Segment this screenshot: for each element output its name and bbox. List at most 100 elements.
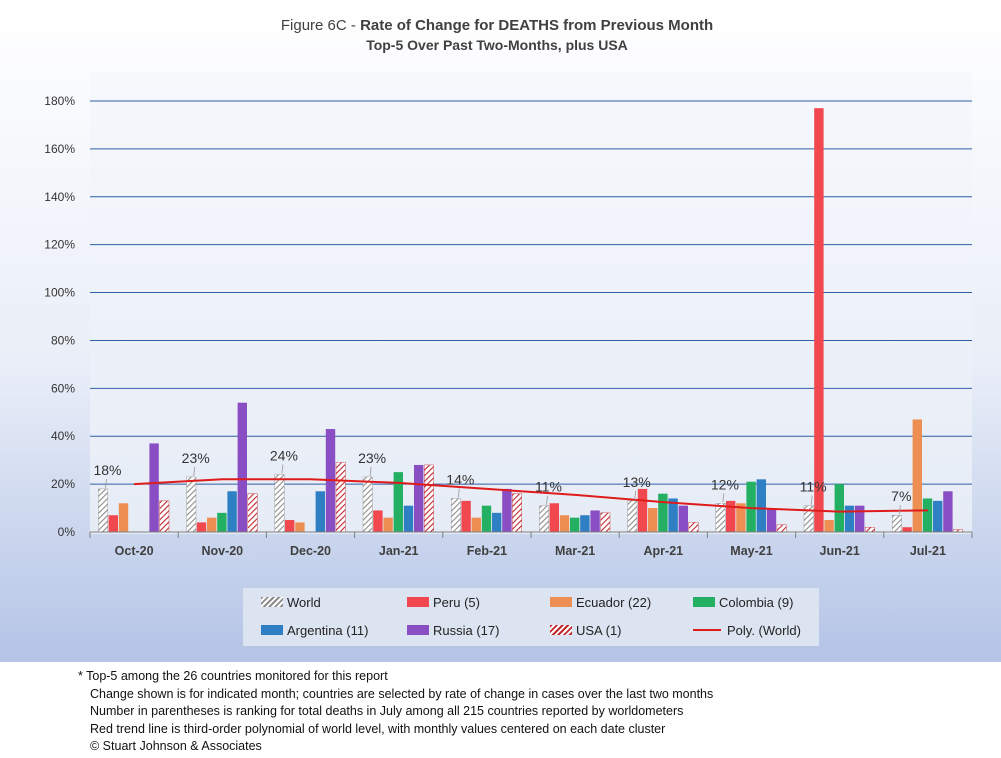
bar xyxy=(207,517,217,532)
world-data-label: 14% xyxy=(446,471,474,487)
world-data-label: 12% xyxy=(711,476,739,492)
world-label-leader xyxy=(810,495,813,505)
bar xyxy=(912,419,922,532)
bar xyxy=(933,500,943,532)
bar xyxy=(715,503,726,533)
bar xyxy=(159,500,170,533)
bar xyxy=(403,505,414,532)
bar xyxy=(481,505,492,532)
bar xyxy=(814,108,824,532)
bar xyxy=(362,476,373,533)
x-tick-label: Nov-20 xyxy=(201,544,243,558)
bar xyxy=(668,498,678,532)
bar xyxy=(766,508,777,532)
x-tick-label: Jun-21 xyxy=(820,544,860,558)
bar xyxy=(393,472,403,532)
world-data-label: 24% xyxy=(270,448,298,464)
bar xyxy=(502,488,512,532)
y-tick-label: 160% xyxy=(44,142,75,156)
chart-title: Figure 6C - Rate of Change for DEATHS fr… xyxy=(281,17,713,34)
world-label-leader xyxy=(193,466,196,476)
bar xyxy=(943,491,953,532)
legend-item-usa: USA (1) xyxy=(550,620,622,640)
bar xyxy=(274,474,285,533)
y-tick-label: 40% xyxy=(51,429,75,443)
legend-swatch xyxy=(261,625,283,635)
bar xyxy=(892,515,902,533)
bar xyxy=(492,512,502,532)
world-data-label: 13% xyxy=(623,474,651,490)
bar xyxy=(383,517,393,532)
legend-swatch xyxy=(693,597,715,607)
bar xyxy=(373,510,383,532)
world-data-label: 23% xyxy=(358,450,386,466)
x-tick-label: Oct-20 xyxy=(115,544,154,558)
bar xyxy=(580,515,590,532)
x-tick-label: Jul-21 xyxy=(910,544,946,558)
bar xyxy=(834,484,844,532)
y-tick-label: 100% xyxy=(44,286,75,300)
bar xyxy=(844,505,855,532)
bar xyxy=(922,498,933,532)
legend-label: World xyxy=(287,594,321,610)
y-tick-label: 80% xyxy=(51,333,75,347)
bar xyxy=(186,476,197,533)
x-tick-label: May-21 xyxy=(730,544,772,558)
chart-svg: 18% 23% 24% 23% 14% 11% 13% 12% 11% 7% 0% 20% 40% 60… xyxy=(0,0,1001,662)
world-label-leader xyxy=(457,488,460,498)
world-data-label: 11% xyxy=(800,479,827,495)
bar xyxy=(549,503,559,532)
chart-subtitle: Top-5 Over Past Two-Months, plus USA xyxy=(366,37,628,53)
x-tick-label: Apr-21 xyxy=(644,544,684,558)
plot-area xyxy=(90,72,972,534)
legend-label: Poly. (World) xyxy=(727,622,801,638)
bar xyxy=(315,491,325,532)
legend-swatch xyxy=(550,625,572,635)
y-tick-label: 20% xyxy=(51,477,75,491)
x-tick-label: Jan-21 xyxy=(379,544,419,558)
axes: 0% 20% 40% 60% 80% 100% 120% 140% 160% 180% Oct-20… xyxy=(44,94,973,558)
y-tick-label: 60% xyxy=(51,381,75,395)
bar xyxy=(237,402,247,532)
bar xyxy=(461,500,471,532)
legend-item-colombia: Colombia (9) xyxy=(693,592,793,612)
world-data-label: 18% xyxy=(93,462,121,478)
x-tick-label: Dec-20 xyxy=(290,544,331,558)
footnote-line: Change shown is for indicated month; cou… xyxy=(90,686,714,701)
bar xyxy=(902,527,912,532)
legend-label: Ecuador (22) xyxy=(576,594,652,610)
bar xyxy=(678,505,688,532)
legend-swatch xyxy=(550,597,572,607)
legend: World Peru (5) Ecuador (22) Colombia (9)… xyxy=(243,588,819,646)
legend-label: Peru (5) xyxy=(433,594,480,610)
bar xyxy=(227,491,237,532)
world-label-leader xyxy=(281,464,284,474)
legend-label: Colombia (9) xyxy=(719,594,794,610)
x-tick-label: Feb-21 xyxy=(467,544,507,558)
y-tick-label: 140% xyxy=(44,190,75,204)
legend-item-trend: Poly. (World) xyxy=(693,620,801,640)
bar xyxy=(559,515,570,532)
x-tick-label: Mar-21 xyxy=(555,544,595,558)
legend-item-russia: Russia (17) xyxy=(407,620,499,640)
bar xyxy=(414,464,424,532)
legend-item-peru: Peru (5) xyxy=(407,592,480,612)
world-label-leader xyxy=(722,493,725,503)
world-label-leader xyxy=(898,505,901,515)
y-tick-label: 120% xyxy=(44,238,75,252)
legend-label: Argentina (11) xyxy=(287,622,369,638)
bar xyxy=(98,488,109,533)
y-tick-label: 0% xyxy=(58,525,76,539)
y-tick-label: 180% xyxy=(44,94,75,108)
world-data-labels: 18% 23% 24% 23% 14% 11% 13% 12% 11% 7% xyxy=(93,448,911,515)
bar xyxy=(726,500,736,532)
legend-item-argentina: Argentina (11) xyxy=(261,620,368,640)
trend-line-layer xyxy=(134,478,928,513)
bar xyxy=(756,479,766,532)
legend-swatch xyxy=(407,597,429,607)
bar xyxy=(295,522,305,532)
bar xyxy=(539,505,550,533)
bar xyxy=(736,503,746,532)
bar xyxy=(512,493,523,533)
bar xyxy=(637,488,648,532)
